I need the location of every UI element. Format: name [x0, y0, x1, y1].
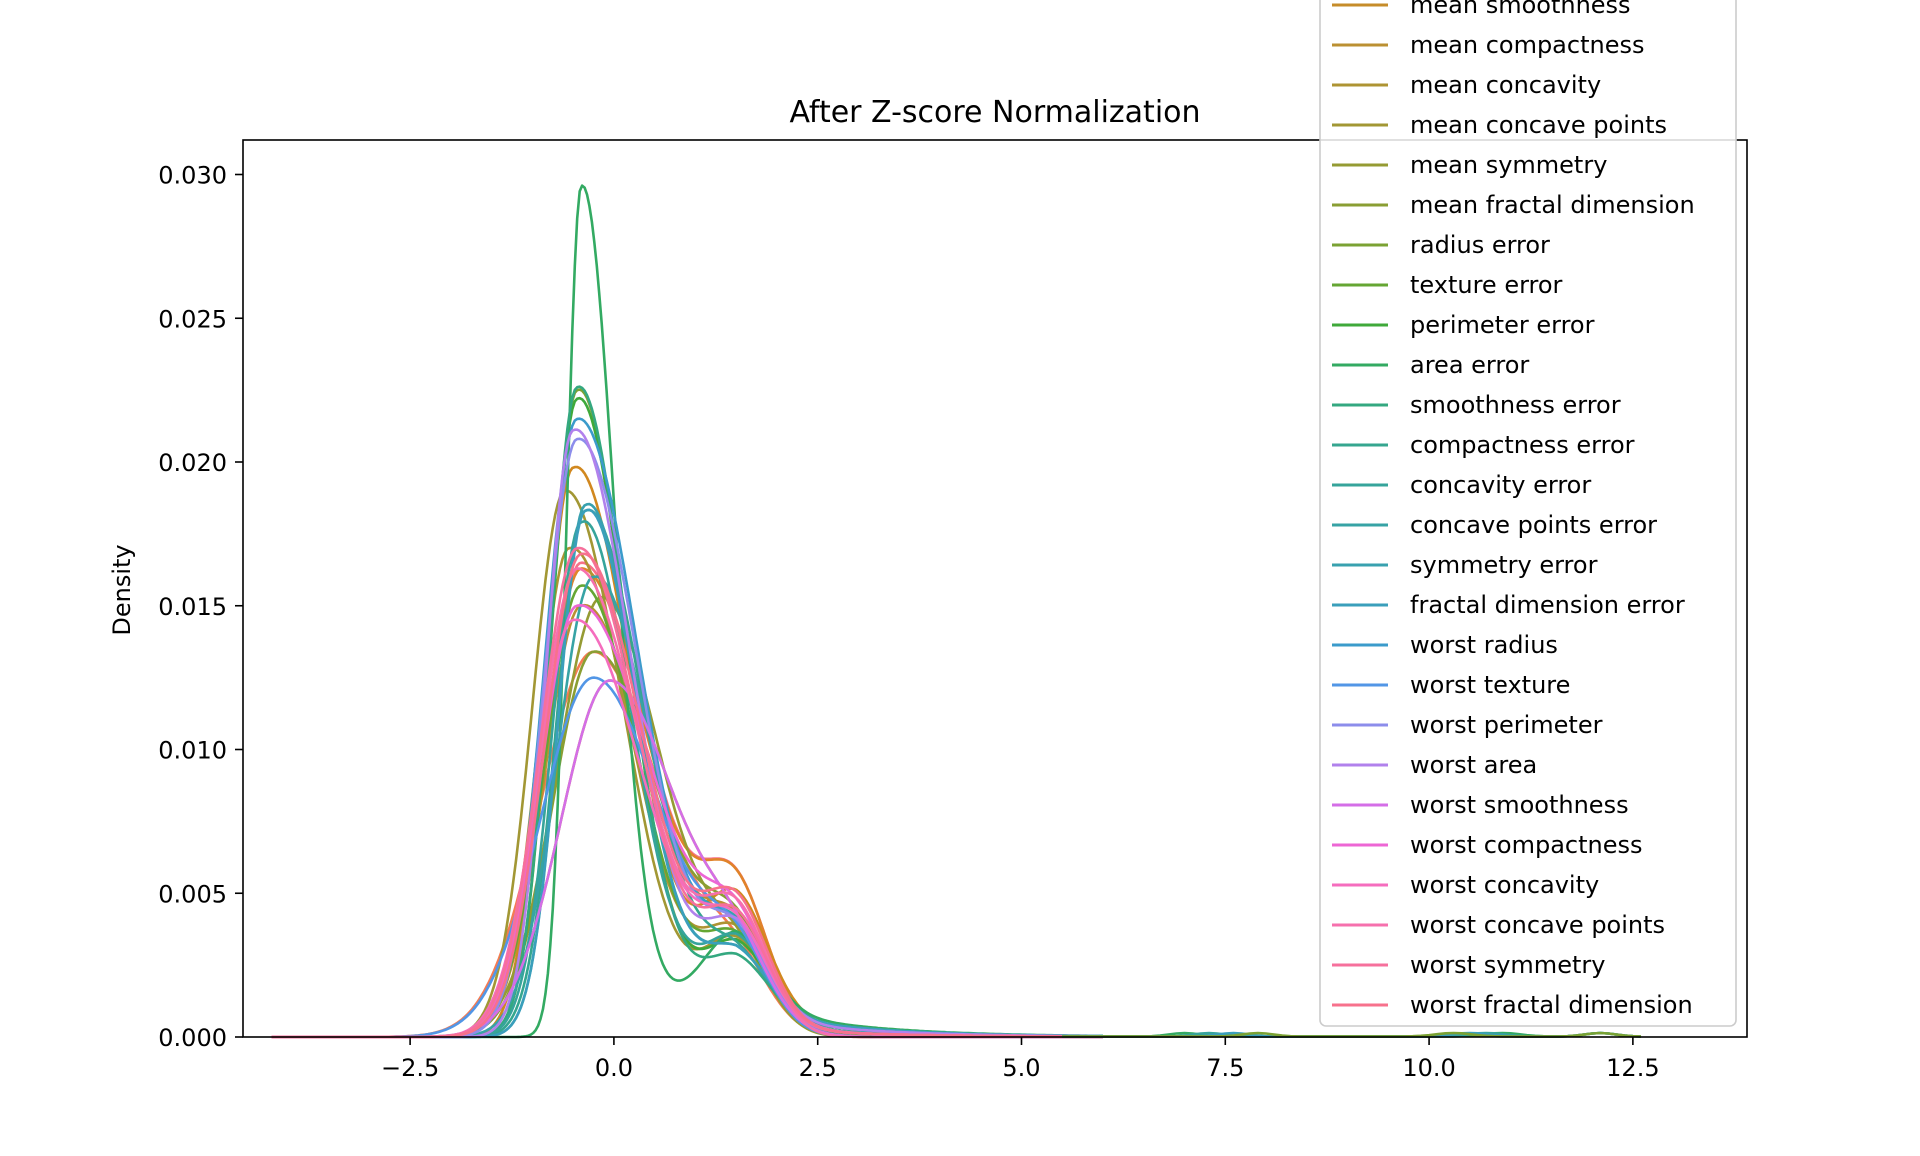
x-tick-label: 2.5 — [799, 1054, 837, 1082]
y-tick-label: 0.020 — [158, 449, 227, 477]
legend-label: concavity error — [1410, 471, 1591, 499]
y-tick-label: 0.025 — [158, 305, 227, 333]
legend-label: mean smoothness — [1410, 0, 1631, 19]
axes: −2.5 0.0 2.5 5.0 7.5 10.0 12.5 0.000 0.005 0.010 0… — [158, 139, 1748, 1082]
legend-label: worst concave points — [1410, 911, 1665, 939]
x-tick-label: −2.5 — [381, 1054, 439, 1082]
x-tick-label: 12.5 — [1606, 1054, 1659, 1082]
legend-label: worst concavity — [1410, 871, 1599, 899]
x-tick-label: 5.0 — [1002, 1054, 1040, 1082]
legend: mean smoothness mean compactness mean conc… — [1319, 0, 1737, 1027]
legend-label: worst radius — [1410, 631, 1558, 659]
legend-label: mean compactness — [1410, 31, 1644, 59]
legend-label: perimeter error — [1410, 311, 1595, 339]
plot-frame — [242, 139, 1748, 1038]
legend-label: mean fractal dimension — [1410, 191, 1695, 219]
legend-label: radius error — [1410, 231, 1550, 259]
legend-label: worst perimeter — [1410, 711, 1603, 739]
y-tick-label: 0.030 — [158, 162, 227, 190]
x-tick-label: 7.5 — [1206, 1054, 1244, 1082]
legend-label: mean concave points — [1410, 111, 1667, 139]
legend-label: worst fractal dimension — [1410, 991, 1693, 1019]
y-tick-label: 0.010 — [158, 737, 227, 765]
legend-label: concave points error — [1410, 511, 1657, 539]
legend-box — [1319, 0, 1737, 1027]
legend-label: worst symmetry — [1410, 951, 1605, 979]
legend-label: mean symmetry — [1410, 151, 1607, 179]
legend-label: smoothness error — [1410, 391, 1621, 419]
legend-label: compactness error — [1410, 431, 1635, 459]
legend-label: symmetry error — [1410, 551, 1598, 579]
legend-label: worst smoothness — [1410, 791, 1629, 819]
legend-label: worst texture — [1410, 671, 1570, 699]
legend-label: worst compactness — [1410, 831, 1643, 859]
legend-label: area error — [1410, 351, 1529, 379]
legend-label: texture error — [1410, 271, 1563, 299]
legend-label: mean concavity — [1410, 71, 1601, 99]
x-tick-label: 0.0 — [595, 1054, 633, 1082]
legend-label: fractal dimension error — [1410, 591, 1685, 619]
y-tick-label: 0.015 — [158, 593, 227, 621]
y-tick-label: 0.000 — [158, 1024, 227, 1052]
legend-label: worst area — [1410, 751, 1537, 779]
chart-title: After Z-score Normalization — [789, 95, 1200, 130]
x-tick-label: 10.0 — [1402, 1054, 1455, 1082]
y-axis-label: Density — [108, 544, 136, 635]
y-tick-label: 0.005 — [158, 880, 227, 908]
